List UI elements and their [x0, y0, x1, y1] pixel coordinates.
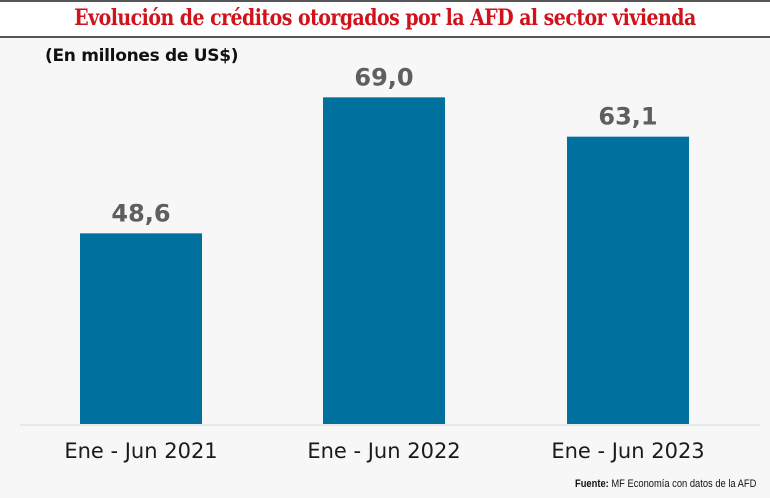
value-label-1: 48,6 [111, 199, 170, 227]
category-label-1: Ene - Jun 2021 [64, 439, 217, 463]
title-bar: Evolución de créditos otorgados por la A… [0, 0, 770, 38]
bar-1 [80, 233, 202, 424]
chart-title: Evolución de créditos otorgados por la A… [74, 5, 696, 31]
category-label-2: Ene - Jun 2022 [307, 439, 460, 463]
bar-3 [567, 136, 689, 424]
chart-subtitle: (En millones de US$) [45, 46, 239, 66]
bar-2 [323, 97, 445, 424]
value-label-2: 69,0 [354, 63, 413, 91]
value-label-3: 63,1 [598, 103, 657, 131]
source-text: MF Economía con datos de la AFD [608, 478, 756, 490]
category-label-3: Ene - Jun 2023 [551, 439, 704, 463]
source-label: Fuente: [574, 478, 609, 490]
source-note: Fuente: MF Economía con datos de la AFD [575, 478, 756, 490]
